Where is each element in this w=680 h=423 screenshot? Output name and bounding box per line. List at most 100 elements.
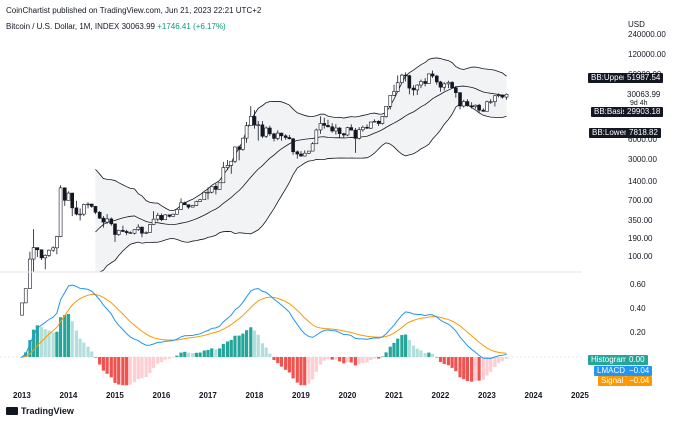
histogram-bar xyxy=(372,357,377,359)
candle-body xyxy=(241,137,245,150)
candle xyxy=(299,151,303,157)
candle-body xyxy=(291,138,295,153)
candle xyxy=(186,204,191,209)
candle-body xyxy=(221,167,226,184)
histogram-bar xyxy=(353,357,358,366)
candle-body xyxy=(368,121,373,129)
histogram-bar xyxy=(214,349,218,357)
candle xyxy=(167,214,172,218)
histogram-bar xyxy=(337,357,342,362)
candle xyxy=(47,249,51,257)
histogram-bar xyxy=(66,313,71,357)
histogram-bar xyxy=(171,357,175,358)
candle xyxy=(43,254,48,270)
candle-body xyxy=(113,223,117,235)
price-axis-tick: 6000.00 xyxy=(628,135,657,145)
histogram-bar xyxy=(144,357,148,378)
candle xyxy=(326,119,330,128)
histogram-bar xyxy=(493,357,497,367)
histogram-bar xyxy=(430,353,435,357)
candle-body xyxy=(116,229,121,235)
macd-panel xyxy=(0,284,582,386)
candle xyxy=(252,110,257,129)
histogram-bar xyxy=(136,357,140,380)
histogram-bar xyxy=(260,343,265,357)
histogram-bar xyxy=(450,357,454,368)
candle-body xyxy=(209,186,214,193)
candle-body xyxy=(97,211,102,219)
candle xyxy=(279,132,284,141)
candle-body xyxy=(229,160,234,166)
histogram-bar xyxy=(365,357,369,363)
candle xyxy=(341,132,346,139)
candle-body xyxy=(105,218,109,223)
histogram-bar xyxy=(419,350,423,357)
candle xyxy=(365,124,369,129)
price-axis-tick: 120000.00 xyxy=(628,49,666,59)
price-axis-tick: 1400.00 xyxy=(628,176,657,186)
candle-body xyxy=(430,73,435,77)
candle xyxy=(434,74,439,85)
candle xyxy=(116,229,121,236)
candle xyxy=(244,121,249,143)
candle-body xyxy=(318,123,323,131)
histogram-bar xyxy=(326,357,330,360)
candle xyxy=(202,192,207,201)
candle-body xyxy=(82,204,86,215)
candle-body xyxy=(380,116,385,124)
time-axis-tick: 2024 xyxy=(524,391,543,400)
candle-body xyxy=(175,209,179,215)
histogram-bar xyxy=(318,357,323,365)
candle xyxy=(272,132,276,142)
candle-body xyxy=(307,150,311,154)
candle-body xyxy=(182,202,187,206)
histogram-bar xyxy=(198,352,202,357)
price-axis-tick: 100.00 xyxy=(628,252,653,261)
candle-body xyxy=(163,214,168,220)
candle xyxy=(337,127,342,138)
histogram-bar xyxy=(237,335,241,357)
candle xyxy=(446,80,451,89)
candle-body xyxy=(140,226,144,234)
candle xyxy=(198,199,202,202)
candle xyxy=(469,102,474,109)
candle-body xyxy=(275,132,280,139)
last-price-tag: 30063.99 xyxy=(625,90,663,100)
histogram-bar xyxy=(392,342,396,357)
histogram-bar xyxy=(82,342,86,357)
time-axis-tick: 2022 xyxy=(431,391,450,400)
bb-upper-label: BB:Upper xyxy=(591,73,626,82)
candle xyxy=(473,104,478,109)
candle-body xyxy=(47,249,51,256)
time-axis-tick: 2020 xyxy=(338,391,357,400)
histogram-bar xyxy=(489,357,493,372)
histogram-bar xyxy=(194,352,198,357)
histogram-bar xyxy=(151,357,156,369)
candle-body xyxy=(345,127,350,136)
signal-value: −0.04 xyxy=(626,376,653,386)
histogram-bar xyxy=(458,357,462,378)
candle xyxy=(206,187,210,200)
histogram-bar xyxy=(117,357,121,385)
macd-axis-tick: 0.40 xyxy=(630,304,646,313)
lmacd-value: −0.04 xyxy=(626,366,653,376)
candle-body xyxy=(287,137,292,140)
candle xyxy=(392,84,396,97)
bb-fill xyxy=(95,57,507,272)
candle xyxy=(128,231,133,234)
candle-body xyxy=(415,84,420,91)
histogram-bar xyxy=(78,338,82,357)
histogram-bar xyxy=(396,338,400,357)
candle-body xyxy=(504,93,509,98)
candle xyxy=(51,246,55,252)
candle-body xyxy=(337,127,342,134)
candle-body xyxy=(109,218,114,225)
candle xyxy=(159,213,164,222)
candle-body xyxy=(35,247,40,251)
histogram-bar xyxy=(407,339,411,357)
histogram-bar xyxy=(156,357,160,364)
candle xyxy=(395,75,400,93)
symbol-line: Bitcoin / U.S. Dollar, 1M, INDEX 30063.9… xyxy=(6,22,226,31)
candle xyxy=(349,124,354,131)
candle xyxy=(400,73,404,83)
